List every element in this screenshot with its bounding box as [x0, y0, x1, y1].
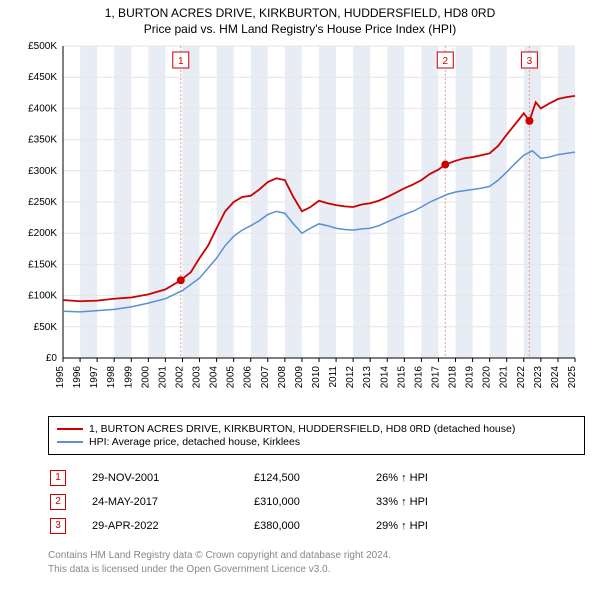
legend-swatch — [57, 428, 83, 430]
title-address: 1, BURTON ACRES DRIVE, KIRKBURTON, HUDDE… — [0, 6, 600, 20]
sale-date: 24-MAY-2017 — [92, 491, 252, 513]
svg-text:£100K: £100K — [28, 291, 57, 302]
svg-text:2021: 2021 — [499, 366, 510, 389]
legend-swatch — [57, 441, 83, 443]
svg-text:2: 2 — [443, 56, 449, 67]
svg-text:£300K: £300K — [28, 166, 57, 177]
svg-text:£500K: £500K — [28, 41, 57, 52]
svg-text:£250K: £250K — [28, 197, 57, 208]
legend-item: HPI: Average price, detached house, Kirk… — [57, 436, 576, 448]
footer-line2: This data is licensed under the Open Gov… — [48, 563, 585, 577]
svg-text:2009: 2009 — [294, 366, 305, 389]
sale-price: £380,000 — [254, 515, 374, 537]
svg-text:2007: 2007 — [260, 366, 271, 389]
title-block: 1, BURTON ACRES DRIVE, KIRKBURTON, HUDDE… — [0, 0, 600, 38]
sale-marker-box: 1 — [50, 470, 66, 486]
svg-text:£200K: £200K — [28, 228, 57, 239]
svg-text:1995: 1995 — [55, 366, 66, 389]
svg-text:2002: 2002 — [174, 366, 185, 389]
svg-text:2003: 2003 — [192, 366, 203, 389]
svg-text:£450K: £450K — [28, 72, 57, 83]
chart-svg: £0 £50K £100K £150K £200K £250K £300K £350K £400… — [15, 38, 585, 408]
sale-price: £310,000 — [254, 491, 374, 513]
sale-date: 29-NOV-2001 — [92, 467, 252, 489]
svg-text:£350K: £350K — [28, 135, 57, 146]
svg-text:£0: £0 — [46, 353, 58, 364]
svg-text:2005: 2005 — [226, 366, 237, 389]
sale-price: £124,500 — [254, 467, 374, 489]
svg-text:3: 3 — [527, 56, 533, 67]
svg-text:2012: 2012 — [345, 366, 356, 389]
svg-text:1: 1 — [178, 56, 184, 67]
svg-text:2016: 2016 — [413, 366, 424, 389]
svg-text:2006: 2006 — [243, 366, 254, 389]
sale-marker-box: 3 — [50, 518, 66, 534]
svg-text:1997: 1997 — [89, 366, 100, 389]
legend: 1, BURTON ACRES DRIVE, KIRKBURTON, HUDDE… — [48, 416, 585, 455]
svg-text:1998: 1998 — [106, 366, 117, 389]
svg-text:2024: 2024 — [550, 366, 561, 389]
chart-container: 1, BURTON ACRES DRIVE, KIRKBURTON, HUDDE… — [0, 0, 600, 576]
svg-text:2015: 2015 — [396, 366, 407, 389]
footer: Contains HM Land Registry data © Crown c… — [48, 549, 585, 576]
svg-text:2018: 2018 — [448, 366, 459, 389]
svg-text:2014: 2014 — [379, 366, 390, 389]
svg-text:2013: 2013 — [362, 366, 373, 389]
svg-text:2004: 2004 — [209, 366, 220, 389]
svg-text:1999: 1999 — [123, 366, 134, 389]
sales-table: 1 29-NOV-2001£124,50026% ↑ HPI 2 24-MAY-201… — [48, 465, 538, 539]
svg-text:£50K: £50K — [34, 322, 58, 333]
legend-label: 1, BURTON ACRES DRIVE, KIRKBURTON, HUDDE… — [89, 423, 515, 435]
sale-vs-hpi: 26% ↑ HPI — [376, 467, 536, 489]
svg-text:2022: 2022 — [516, 366, 527, 389]
svg-text:2020: 2020 — [482, 366, 493, 389]
sales-row: 3 29-APR-2022£380,00029% ↑ HPI — [50, 515, 536, 537]
sales-row: 2 24-MAY-2017£310,00033% ↑ HPI — [50, 491, 536, 513]
svg-text:2023: 2023 — [533, 366, 544, 389]
legend-item: 1, BURTON ACRES DRIVE, KIRKBURTON, HUDDE… — [57, 423, 576, 435]
footer-line1: Contains HM Land Registry data © Crown c… — [48, 549, 585, 563]
svg-text:2000: 2000 — [140, 366, 151, 389]
sales-row: 1 29-NOV-2001£124,50026% ↑ HPI — [50, 467, 536, 489]
sale-marker-box: 2 — [50, 494, 66, 510]
legend-label: HPI: Average price, detached house, Kirk… — [89, 436, 300, 448]
svg-text:2019: 2019 — [465, 366, 476, 389]
chart-area: £0 £50K £100K £150K £200K £250K £300K £350K £400… — [15, 38, 585, 408]
svg-text:2010: 2010 — [311, 366, 322, 389]
svg-text:1996: 1996 — [72, 366, 83, 389]
sale-vs-hpi: 29% ↑ HPI — [376, 515, 536, 537]
title-subtitle: Price paid vs. HM Land Registry's House … — [0, 22, 600, 36]
svg-text:2001: 2001 — [157, 366, 168, 389]
sale-vs-hpi: 33% ↑ HPI — [376, 491, 536, 513]
svg-text:2008: 2008 — [277, 366, 288, 389]
svg-text:2017: 2017 — [430, 366, 441, 389]
svg-text:2011: 2011 — [328, 366, 339, 388]
svg-text:£150K: £150K — [28, 259, 57, 270]
svg-text:2025: 2025 — [567, 366, 578, 389]
svg-text:£400K: £400K — [28, 103, 57, 114]
sale-date: 29-APR-2022 — [92, 515, 252, 537]
